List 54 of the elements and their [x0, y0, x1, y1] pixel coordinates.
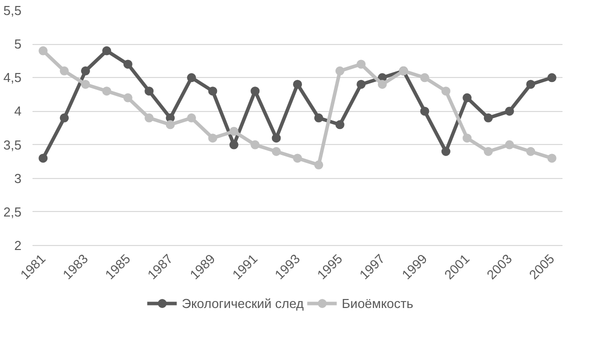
point: [187, 113, 196, 122]
point: [144, 113, 154, 122]
point: [293, 80, 302, 89]
point: [335, 120, 344, 130]
point: [356, 80, 366, 89]
point: [81, 80, 90, 89]
point: [505, 106, 514, 116]
point: [526, 147, 536, 156]
point: [314, 160, 324, 170]
y-tick-label: 4: [14, 104, 22, 119]
point: [81, 66, 90, 76]
point: [38, 154, 48, 163]
point: [38, 46, 48, 56]
point: [378, 80, 387, 89]
point: [60, 66, 69, 76]
y-tick-label: 2,5: [3, 204, 22, 220]
y-tick-label: 5: [14, 36, 22, 52]
point: [144, 86, 154, 96]
point: [314, 113, 324, 122]
point: [462, 134, 472, 143]
point: [420, 73, 430, 82]
legend-label: Экологический след: [182, 296, 304, 310]
point: [441, 86, 450, 96]
point: [484, 113, 493, 122]
point: [166, 120, 175, 130]
point: [250, 140, 260, 150]
point: [526, 80, 536, 89]
point: [547, 154, 556, 163]
point: [208, 86, 218, 96]
point: [60, 113, 69, 122]
y-tick-label: 3,5: [3, 137, 22, 152]
y-tick-label: 3: [14, 170, 22, 186]
point: [505, 140, 514, 150]
point: [441, 147, 450, 156]
point: [293, 154, 302, 163]
point: [547, 73, 556, 82]
point: [123, 93, 132, 102]
point: [250, 86, 260, 96]
point: [229, 126, 238, 136]
point: [187, 73, 196, 82]
point: [123, 60, 132, 69]
point: [102, 46, 112, 56]
point: [356, 60, 366, 69]
point: [102, 86, 112, 96]
point: [484, 147, 493, 156]
point: [420, 106, 430, 116]
y-tick-label: 5,5: [3, 3, 22, 18]
y-tick-label: 4,5: [3, 70, 22, 86]
y-tick-label: 2: [14, 238, 22, 253]
point: [335, 66, 344, 76]
point: [462, 93, 472, 102]
point: [208, 134, 218, 143]
point: [272, 147, 281, 156]
legend-label: Биоёмкость: [342, 296, 414, 310]
